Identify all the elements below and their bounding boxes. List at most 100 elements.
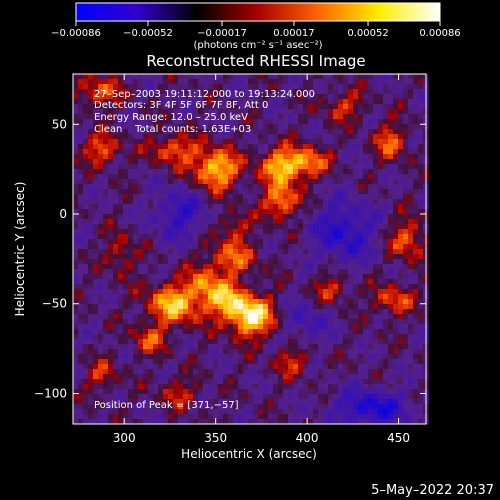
heatmap-cell (348, 329, 354, 335)
heatmap-cell (183, 214, 189, 220)
heatmap-cell (358, 94, 364, 100)
heatmap-cell (243, 404, 249, 410)
heatmap-cell (403, 119, 409, 125)
heatmap-cell (313, 79, 319, 85)
heatmap-cell (418, 204, 424, 210)
heatmap-cell (363, 199, 369, 205)
heatmap-cell (238, 244, 244, 250)
heatmap-cell (278, 374, 284, 380)
heatmap-cell (333, 319, 339, 325)
heatmap-cell (293, 349, 299, 355)
heatmap-cell (78, 219, 84, 225)
heatmap-cell (323, 394, 329, 400)
heatmap-cell (88, 309, 94, 315)
heatmap-cell (403, 254, 409, 260)
heatmap-cell (133, 79, 139, 85)
heatmap-cell (313, 374, 319, 380)
heatmap-cell (343, 279, 349, 285)
heatmap-cell (338, 204, 344, 210)
heatmap-cell (198, 119, 204, 125)
heatmap-cell (333, 389, 339, 395)
heatmap-cell (148, 404, 154, 410)
heatmap-cell (138, 399, 144, 405)
heatmap-cell (398, 339, 404, 345)
heatmap-cell (188, 164, 194, 170)
heatmap-cell (353, 194, 359, 200)
heatmap-cell (263, 339, 269, 345)
heatmap-cell (348, 194, 354, 200)
heatmap-cell (288, 179, 294, 185)
heatmap-cell (308, 239, 314, 245)
heatmap-cell (213, 154, 219, 160)
heatmap-cell (343, 419, 349, 425)
heatmap-cell (248, 299, 254, 305)
heatmap-cell (213, 99, 219, 105)
heatmap-cell (413, 209, 419, 215)
heatmap-cell (303, 124, 309, 130)
heatmap-cell (318, 354, 324, 360)
heatmap-cell (358, 104, 364, 110)
heatmap-cell (333, 229, 339, 235)
heatmap-cell (388, 124, 394, 130)
heatmap-cell (328, 239, 334, 245)
heatmap-cell (313, 329, 319, 335)
heatmap-cell (183, 339, 189, 345)
heatmap-cell (288, 194, 294, 200)
heatmap-cell (278, 234, 284, 240)
heatmap-cell (273, 334, 279, 340)
heatmap-cell (408, 169, 414, 175)
heatmap-cell (143, 409, 149, 415)
heatmap-cell (398, 239, 404, 245)
heatmap-cell (328, 354, 334, 360)
heatmap-cell (198, 329, 204, 335)
heatmap-cell (318, 414, 324, 420)
heatmap-cell (303, 219, 309, 225)
heatmap-cell (298, 419, 304, 425)
heatmap-cell (413, 189, 419, 195)
heatmap-cell (173, 314, 179, 320)
heatmap-cell (243, 219, 249, 225)
heatmap-cell (328, 294, 334, 300)
heatmap-cell (148, 329, 154, 335)
heatmap-cell (393, 279, 399, 285)
heatmap-cell (123, 154, 129, 160)
heatmap-cell (228, 374, 234, 380)
heatmap-cell (273, 419, 279, 425)
heatmap-cell (393, 194, 399, 200)
heatmap-cell (408, 254, 414, 260)
heatmap-cell (183, 174, 189, 180)
heatmap-cell (223, 344, 229, 350)
heatmap-cell (363, 169, 369, 175)
heatmap-cell (233, 194, 239, 200)
heatmap-cell (323, 349, 329, 355)
heatmap-cell (348, 419, 354, 425)
heatmap-cell (338, 314, 344, 320)
heatmap-cell (193, 174, 199, 180)
heatmap-cell (273, 284, 279, 290)
heatmap-cell (158, 264, 164, 270)
heatmap-cell (198, 269, 204, 275)
heatmap-cell (388, 224, 394, 230)
heatmap-cell (403, 359, 409, 365)
heatmap-cell (173, 184, 179, 190)
heatmap-cell (73, 144, 79, 150)
heatmap-cell (358, 134, 364, 140)
heatmap-cell (163, 299, 169, 305)
heatmap-cell (83, 359, 89, 365)
heatmap-cell (258, 199, 264, 205)
heatmap-cell (408, 229, 414, 235)
heatmap-cell (328, 149, 334, 155)
heatmap-cell (273, 294, 279, 300)
heatmap-cell (268, 399, 274, 405)
heatmap-cell (113, 104, 119, 110)
heatmap-cell (148, 284, 154, 290)
heatmap-cell (193, 374, 199, 380)
heatmap-cell (223, 254, 229, 260)
heatmap-cell (313, 139, 319, 145)
heatmap-cell (208, 264, 214, 270)
heatmap-cell (143, 354, 149, 360)
heatmap-cell (183, 229, 189, 235)
heatmap-cell (383, 269, 389, 275)
heatmap-cell (333, 189, 339, 195)
heatmap-cell (138, 414, 144, 420)
